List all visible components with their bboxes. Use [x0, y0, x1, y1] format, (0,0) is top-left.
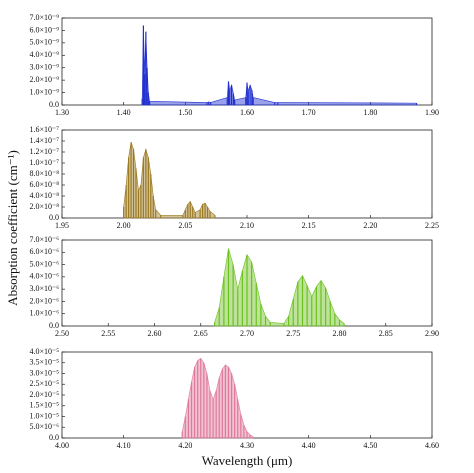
x-tick-label: 1.90	[425, 108, 439, 117]
x-tick-label: 4.40	[302, 441, 316, 450]
y-tick-label: 6.0×10⁻⁶	[29, 247, 59, 256]
y-tick-label: 4.0×10⁻⁸	[29, 191, 59, 200]
y-tick-label: 1.6×10⁻⁷	[29, 125, 59, 134]
x-tick-label: 1.60	[240, 108, 254, 117]
y-tick-label: 1.0×10⁻⁹	[29, 87, 59, 96]
x-tick-label: 2.05	[178, 221, 192, 230]
y-tick-label: 1.0×10⁻⁷	[29, 158, 59, 167]
x-tick-label: 2.20	[363, 221, 377, 230]
spectrum-area	[123, 142, 216, 219]
y-tick-label: 5.0×10⁻⁶	[29, 259, 59, 268]
x-tick-label: 2.00	[117, 221, 131, 230]
y-tick-label: 2.0×10⁻⁵	[29, 390, 59, 399]
y-tick-label: 3.0×10⁻⁶	[29, 284, 59, 293]
y-tick-label: 0.0	[49, 321, 59, 330]
y-tick-label: 2.0×10⁻⁶	[29, 296, 59, 305]
y-tick-label: 1.4×10⁻⁷	[29, 136, 59, 145]
x-tick-label: 1.80	[363, 108, 377, 117]
x-tick-label: 2.70	[240, 329, 254, 338]
x-tick-label: 4.60	[425, 441, 439, 450]
y-tick-label: 2.5×10⁻⁵	[29, 379, 59, 388]
plot-frame	[61, 129, 433, 219]
x-tick-label: 2.85	[379, 329, 393, 338]
x-tick-label: 4.30	[240, 441, 254, 450]
y-tick-label: 3.0×10⁻⁹	[29, 63, 59, 72]
y-tick-label: 1.0×10⁻⁶	[29, 309, 59, 318]
y-tick-label: 2.0×10⁻⁸	[29, 202, 59, 211]
x-tick-label: 2.15	[302, 221, 316, 230]
x-tick-label: 1.95	[55, 221, 69, 230]
x-tick-label: 4.10	[117, 441, 131, 450]
y-tick-label: 0.0	[49, 433, 59, 442]
x-tick-label: 1.30	[55, 108, 69, 117]
x-tick-label: 2.25	[425, 221, 439, 230]
x-tick-label: 2.90	[425, 329, 439, 338]
plot-frame	[61, 351, 433, 439]
y-tick-label: 4.0×10⁻⁶	[29, 272, 59, 281]
y-tick-label: 1.0×10⁻⁵	[29, 411, 59, 420]
y-tick-label: 0.0	[49, 100, 59, 109]
y-tick-label: 5.0×10⁻⁹	[29, 38, 59, 47]
x-tick-label: 4.00	[55, 441, 69, 450]
x-tick-label: 2.10	[240, 221, 254, 230]
y-tick-label: 1.2×10⁻⁷	[29, 147, 59, 156]
x-tick-label: 2.60	[148, 329, 162, 338]
y-tick-label: 1.5×10⁻⁵	[29, 401, 59, 410]
y-tick-label: 6.0×10⁻⁹	[29, 25, 59, 34]
x-tick-label: 2.80	[333, 329, 347, 338]
y-tick-label: 2.0×10⁻⁹	[29, 75, 59, 84]
y-tick-label: 7.0×10⁻⁶	[29, 235, 59, 244]
x-tick-label: 2.65	[194, 329, 208, 338]
y-tick-label: 3.5×10⁻⁵	[29, 358, 59, 367]
y-tick-label: 5.0×10⁻⁶	[29, 422, 59, 431]
x-tick-label: 4.20	[178, 441, 192, 450]
x-tick-label: 1.50	[178, 108, 192, 117]
x-axis-label: Wavelength (μm)	[202, 453, 293, 468]
spectrum-area	[141, 25, 417, 106]
x-tick-label: 2.75	[286, 329, 300, 338]
x-tick-label: 2.50	[55, 329, 69, 338]
y-tick-label: 7.0×10⁻⁹	[29, 13, 59, 22]
y-tick-label: 4.0×10⁻⁹	[29, 50, 59, 59]
x-tick-label: 2.55	[101, 329, 115, 338]
spectrum-area	[181, 358, 254, 439]
x-tick-label: 4.50	[363, 441, 377, 450]
y-axis-label: Absorption coefficient (cm⁻¹)	[5, 150, 20, 306]
y-tick-label: 3.0×10⁻⁵	[29, 368, 59, 377]
y-tick-label: 4.0×10⁻⁵	[29, 347, 59, 356]
y-tick-label: 8.0×10⁻⁸	[29, 169, 59, 178]
spectrum-area	[214, 248, 345, 327]
y-tick-label: 0.0	[49, 213, 59, 222]
x-tick-label: 1.40	[117, 108, 131, 117]
x-tick-label: 1.70	[302, 108, 316, 117]
y-tick-label: 6.0×10⁻⁸	[29, 180, 59, 189]
